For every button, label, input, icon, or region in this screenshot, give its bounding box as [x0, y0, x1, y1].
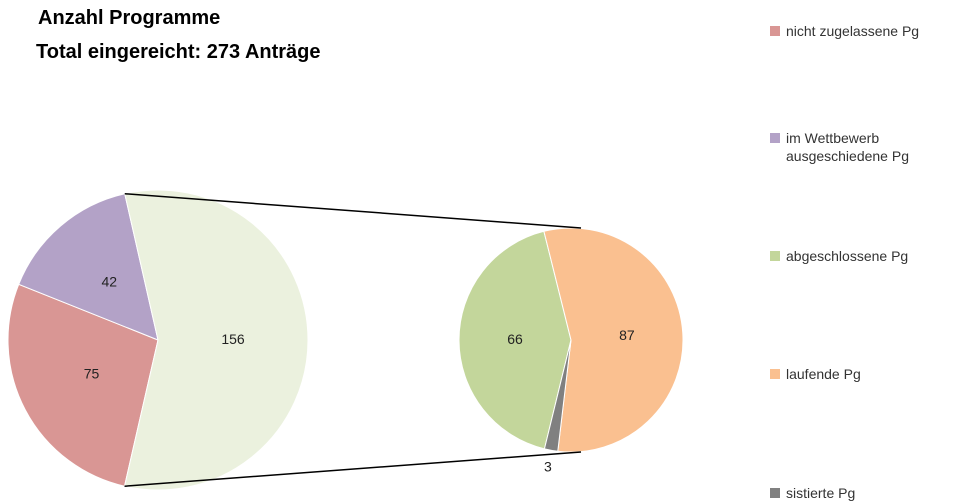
legend-item: laufende Pg	[770, 365, 936, 383]
pie-slice	[543, 339, 572, 452]
pie-slice	[18, 193, 159, 341]
legend-label: nicht zugelassene Pg	[786, 23, 920, 39]
pie-slice	[123, 189, 309, 491]
pie-slice	[543, 227, 684, 453]
legend-swatch	[770, 26, 780, 36]
legend-item: abgeschlossene Pg	[770, 247, 936, 265]
legend-swatch	[770, 251, 780, 261]
data-label: 156	[221, 331, 245, 347]
data-label: 3	[544, 459, 552, 475]
legend-label: im Wettbewerb ausgeschiedene Pg	[786, 130, 909, 164]
legend-swatch	[770, 133, 780, 143]
legend-swatch	[770, 488, 780, 498]
legend-item: nicht zugelassene Pg	[770, 22, 936, 40]
chart-title: Anzahl Programme	[38, 7, 221, 29]
data-label: 87	[619, 327, 635, 343]
legend-swatch	[770, 369, 780, 379]
legend-label: sistierte Pg	[786, 485, 856, 501]
pie-slice	[458, 230, 572, 450]
connector-line	[124, 192, 582, 229]
data-label: 66	[507, 331, 523, 347]
data-label: 42	[101, 274, 117, 290]
legend-item: sistierte Pg	[770, 484, 936, 501]
legend-label: laufende Pg	[786, 366, 861, 382]
legend-label: abgeschlossene Pg	[786, 248, 909, 264]
legend-item: im Wettbewerb ausgeschiedene Pg	[770, 129, 936, 165]
pie-slice	[7, 283, 159, 487]
connector-line	[124, 451, 582, 487]
chart-subtitle: Total eingereicht: 273 Anträge	[36, 41, 321, 63]
data-label: 75	[84, 366, 100, 382]
